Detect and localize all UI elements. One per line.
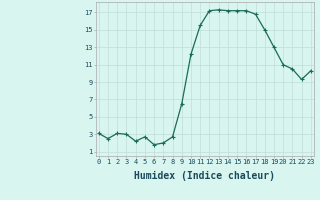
X-axis label: Humidex (Indice chaleur): Humidex (Indice chaleur): [134, 171, 275, 181]
